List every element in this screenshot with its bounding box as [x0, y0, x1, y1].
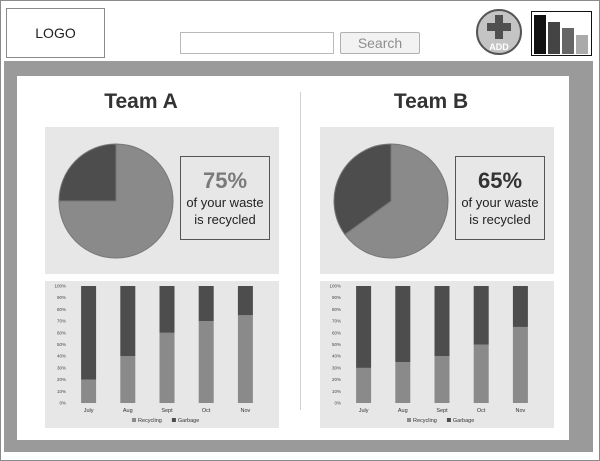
team-a-bar-recycling-aug — [120, 356, 136, 403]
team-a-ytick-label: 70% — [57, 319, 66, 324]
team-b-legend-swatch-garbage — [446, 418, 451, 422]
team-a-bar-card: 0% 10% 20% 30% 40% 50% 60% 70% 80% 90% 100% July Aug… — [45, 281, 279, 428]
team-a-ytick-label: 30% — [57, 365, 66, 370]
team-divider — [300, 92, 301, 410]
team-a-percent-box: 75% of your waste is recycled — [180, 156, 270, 240]
team-b-ytick-label: 30% — [332, 365, 341, 370]
team-b-ytick-label: 90% — [332, 295, 341, 300]
team-a-bar-recycling-nov — [237, 315, 253, 403]
team-a-ytick-label: 20% — [57, 377, 66, 382]
team-b-xtick-label: Aug — [398, 408, 408, 414]
search-button[interactable]: Search — [340, 32, 420, 54]
team-b-xtick-label: Nov — [516, 408, 526, 414]
team-b-ytick-label: 80% — [332, 307, 341, 312]
team-b-caption-line1: of your waste — [461, 195, 539, 210]
chart-icon-bar-1 — [534, 15, 546, 54]
team-a-bar-recycling-july — [81, 379, 97, 403]
team-b-xtick-label: July — [359, 408, 369, 414]
team-b-bar-recycling-aug — [395, 362, 411, 403]
chart-icon-bar-4 — [576, 35, 588, 54]
team-b-bar-garbage-oct — [473, 286, 489, 345]
team-b-ytick-label: 40% — [332, 354, 341, 359]
team-a-xtick-label: Nov — [241, 408, 251, 414]
team-b-legend-label-garbage: Garbage — [453, 418, 474, 424]
add-button[interactable]: ADD — [475, 8, 523, 56]
team-b-bar-recycling-oct — [473, 344, 489, 403]
team-b-bar-chart: 0% 10% 20% 30% 40% 50% 60% 70% 80% 90% 100% July Aug… — [329, 284, 528, 424]
team-a-ytick-label: 60% — [57, 330, 66, 335]
logo[interactable]: LOGO — [6, 8, 105, 58]
team-b-xtick-label: Oct — [477, 408, 486, 414]
team-a-legend-swatch-recycling — [132, 418, 136, 422]
team-b-ytick-label: 100% — [329, 284, 341, 289]
team-b-pie-slice-garbage — [333, 143, 392, 236]
team-a-xtick-label: Aug — [123, 408, 133, 414]
team-a-bar-garbage-sept — [159, 286, 175, 333]
team-b-ytick-label: 70% — [332, 319, 341, 324]
team-a-ytick-label: 80% — [57, 307, 66, 312]
team-b-bar-recycling-sept — [434, 356, 450, 403]
team-a-legend-swatch-garbage — [171, 418, 176, 422]
team-b-ytick-label: 0% — [334, 401, 341, 406]
chart-icon-bar-3 — [562, 28, 574, 54]
team-a-bar-garbage-aug — [120, 286, 136, 357]
team-a-bar-recycling-sept — [159, 332, 175, 403]
team-b-legend-swatch-recycling — [407, 418, 411, 422]
team-a-bar-garbage-july — [81, 286, 97, 380]
team-a-pie-slice-recycling — [58, 143, 174, 259]
team-b-percent: 65% — [477, 168, 523, 193]
team-a-bar-garbage-oct — [198, 286, 214, 322]
team-b-legend-label-recycling: Recycling — [413, 418, 437, 424]
team-a-title: Team A — [104, 90, 178, 113]
team-b-bar-recycling-nov — [512, 326, 528, 403]
team-a-ytick-label: 50% — [57, 342, 66, 347]
team-a-caption-line1: of your waste — [186, 195, 264, 210]
team-b-bar-garbage-nov — [512, 286, 528, 327]
chart-icon-bar-2 — [548, 22, 560, 54]
team-a-legend-label-recycling: Recycling — [138, 418, 162, 424]
team-a-percent: 75% — [202, 168, 248, 193]
team-b-ytick-label: 10% — [332, 389, 341, 394]
team-b-bar-garbage-sept — [434, 286, 450, 357]
team-b-pie-chart — [333, 143, 449, 259]
team-b-bar-card: 0% 10% 20% 30% 40% 50% 60% 70% 80% 90% 100% July Aug… — [320, 281, 554, 428]
team-b-percent-box: 65% of your waste is recycled — [455, 156, 545, 240]
team-b-summary-card: 65% of your waste is recycled — [320, 127, 554, 274]
team-b-xtick-label: Sept — [436, 408, 448, 414]
team-b-bar-garbage-aug — [395, 286, 411, 363]
team-a-ytick-label: 100% — [54, 284, 66, 289]
team-b-caption-line2: is recycled — [469, 212, 531, 227]
team-a-pie-slice-garbage — [58, 143, 117, 202]
team-a-legend-label-garbage: Garbage — [178, 418, 199, 424]
team-b-ytick-label: 50% — [332, 342, 341, 347]
plus-icon-horizontal — [487, 23, 511, 31]
team-a-xtick-label: Oct — [202, 408, 211, 414]
bar-chart-icon[interactable] — [531, 11, 592, 56]
team-b-title: Team B — [393, 90, 469, 113]
team-b-bar-garbage-july — [356, 286, 372, 368]
team-b-bar-recycling-july — [356, 367, 372, 403]
search-input[interactable] — [180, 32, 334, 54]
team-a-bar-chart: 0% 10% 20% 30% 40% 50% 60% 70% 80% 90% 100% July Aug… — [54, 284, 253, 424]
team-a-bar-garbage-nov — [237, 286, 253, 316]
team-a-xtick-label: Sept — [161, 408, 173, 414]
team-a-ytick-label: 40% — [57, 354, 66, 359]
team-a-pie-chart — [58, 143, 174, 259]
team-a-caption-line2: is recycled — [194, 212, 256, 227]
add-label: ADD — [489, 42, 509, 52]
team-a-ytick-label: 10% — [57, 389, 66, 394]
team-b-ytick-label: 60% — [332, 330, 341, 335]
team-a-ytick-label: 90% — [57, 295, 66, 300]
team-b-ytick-label: 20% — [332, 377, 341, 382]
team-b-pie-slice-recycling — [344, 143, 449, 259]
team-a-ytick-label: 0% — [59, 401, 66, 406]
team-a-xtick-label: July — [84, 408, 94, 414]
team-a-summary-card: 75% of your waste is recycled — [45, 127, 279, 274]
team-a-bar-recycling-oct — [198, 321, 214, 403]
